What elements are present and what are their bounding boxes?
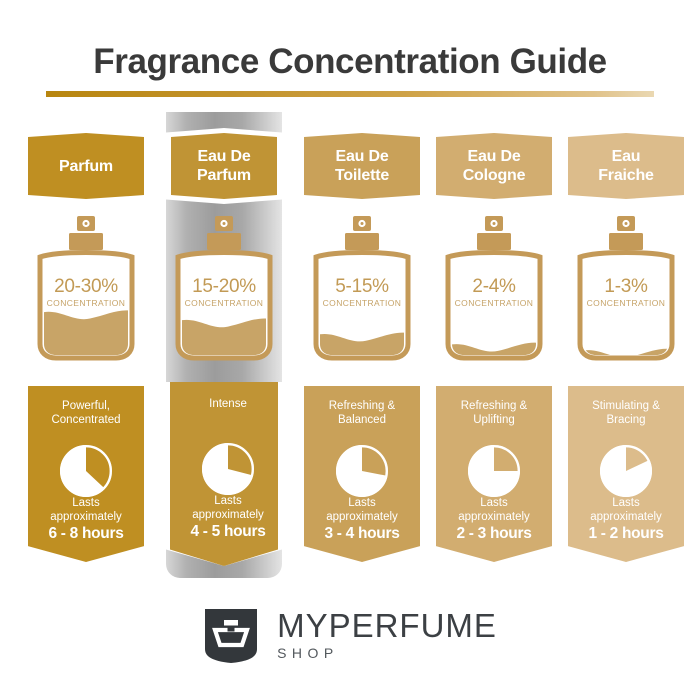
duration-card-eau-de-toilette[interactable]: Refreshing & Balanced Lasts approximately 3 … [304, 386, 420, 562]
longevity-pie-eau-fraiche [568, 441, 684, 501]
concentration-percent-eau-de-parfum: 15-20% [192, 276, 256, 297]
badge-label-eau-de-toilette: Eau De Toilette [304, 133, 420, 199]
lasts-label-eau-de-toilette: Lasts approximately [326, 497, 398, 523]
card-descriptor-eau-fraiche: Stimulating & Bracing [592, 400, 660, 426]
badge-eau-de-toilette[interactable]: Eau De Toilette [304, 133, 420, 199]
longevity-pie-eau-de-toilette [304, 441, 420, 501]
lasts-label-eau-fraiche: Lasts approximately [590, 497, 662, 523]
concentration-percent-eau-de-toilette: 5-15% [335, 276, 389, 297]
duration-hours-parfum: 6 - 8 hours [48, 525, 124, 542]
duration-hours-eau-de-toilette: 3 - 4 hours [324, 525, 400, 542]
duration-card-parfum[interactable]: Powerful, Concentrated Lasts approximately 6… [28, 386, 144, 562]
card-descriptor-parfum: Powerful, Concentrated [51, 400, 121, 426]
bottle-eau-de-cologne: 2-4% CONCENTRATION [436, 216, 552, 364]
card-descriptor-eau-de-cologne: Refreshing & Uplifting [460, 400, 528, 426]
badge-label-eau-fraiche: Eau Fraiche [568, 133, 684, 199]
bottle-parfum: 20-30% CONCENTRATION [28, 216, 144, 364]
badge-label-eau-de-cologne: Eau De Cologne [436, 133, 552, 199]
badge-label-eau-de-parfum: Eau De Parfum [171, 133, 277, 199]
badge-label-parfum: Parfum [28, 133, 144, 199]
duration-card-eau-fraiche[interactable]: Stimulating & Bracing Lasts approximately 1 … [568, 386, 684, 562]
concentration-label-eau-fraiche: CONCENTRATION [586, 298, 666, 308]
page-title: Fragrance Concentration Guide [93, 42, 607, 81]
brand-text: MYPERFUME SHOP [277, 606, 497, 662]
badge-parfum[interactable]: Parfum [28, 133, 144, 199]
concentration-percent-eau-de-cologne: 2-4% [472, 276, 516, 297]
concentration-label-parfum: CONCENTRATION [46, 298, 126, 308]
badge-eau-de-parfum[interactable]: Eau De Parfum [166, 128, 282, 204]
bottle-eau-de-toilette: 5-15% CONCENTRATION [304, 216, 420, 364]
brand-subtitle: SHOP [277, 644, 339, 661]
concentration-label-eau-de-toilette: CONCENTRATION [322, 298, 402, 308]
bottle-eau-de-parfum: 15-20% CONCENTRATION [166, 216, 282, 364]
duration-card-eau-de-parfum[interactable]: Intense Lasts approximately 4 - 5 hours [170, 382, 278, 566]
duration-hours-eau-de-cologne: 2 - 3 hours [456, 525, 532, 542]
concentration-percent-eau-fraiche: 1-3% [604, 276, 648, 297]
card-descriptor-eau-de-toilette: Refreshing & Balanced [328, 400, 396, 426]
lasts-label-parfum: Lasts approximately [50, 497, 122, 523]
concentration-label-eau-de-parfum: CONCENTRATION [184, 298, 264, 308]
card-descriptor-eau-de-parfum: Intense [209, 398, 247, 410]
brand-logo: MYPERFUME SHOP [0, 600, 700, 670]
title-divider [46, 91, 654, 97]
concentration-label-eau-de-cologne: CONCENTRATION [454, 298, 534, 308]
longevity-pie-parfum [28, 441, 144, 501]
concentration-percent-parfum: 20-30% [54, 276, 118, 297]
badge-eau-fraiche[interactable]: Eau Fraiche [568, 133, 684, 199]
duration-hours-eau-de-parfum: 4 - 5 hours [190, 523, 266, 540]
bottle-eau-fraiche: 1-3% CONCENTRATION [568, 216, 684, 364]
perfume-bottle-icon [203, 606, 259, 664]
lasts-label-eau-de-parfum: Lasts approximately [192, 495, 264, 521]
badge-eau-de-cologne[interactable]: Eau De Cologne [436, 133, 552, 199]
longevity-pie-eau-de-parfum [170, 439, 278, 499]
longevity-pie-eau-de-cologne [436, 441, 552, 501]
duration-hours-eau-fraiche: 1 - 2 hours [588, 525, 664, 542]
lasts-label-eau-de-cologne: Lasts approximately [458, 497, 530, 523]
duration-card-eau-de-cologne[interactable]: Refreshing & Uplifting Lasts approximately 2… [436, 386, 552, 562]
brand-name: MYPERFUME [277, 606, 497, 644]
